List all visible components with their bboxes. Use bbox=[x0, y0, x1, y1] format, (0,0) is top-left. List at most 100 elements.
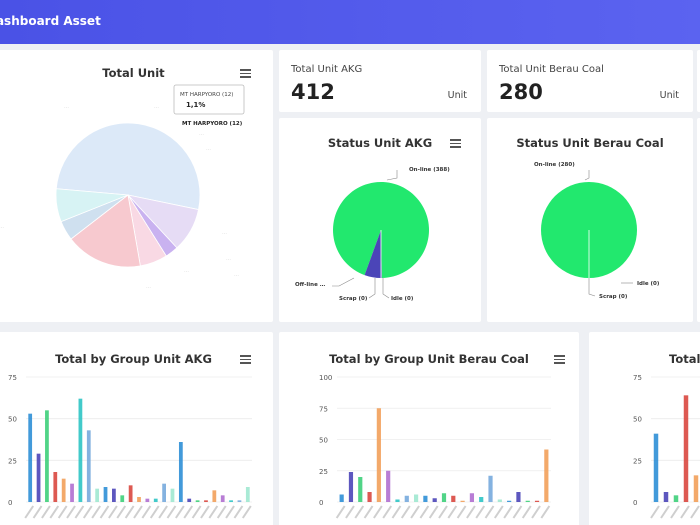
x-tick-label bbox=[149, 505, 160, 519]
bar[interactable] bbox=[86, 430, 91, 502]
bar[interactable] bbox=[525, 500, 530, 502]
bar[interactable] bbox=[61, 478, 66, 502]
bar[interactable] bbox=[112, 488, 116, 502]
x-tick-label bbox=[531, 505, 541, 519]
y-tick-label: 100 bbox=[319, 374, 332, 382]
bar[interactable] bbox=[544, 449, 549, 503]
x-tick-label bbox=[373, 505, 383, 519]
bar[interactable] bbox=[229, 500, 233, 502]
bar[interactable] bbox=[195, 500, 200, 502]
bar[interactable] bbox=[386, 470, 391, 502]
bar[interactable] bbox=[137, 497, 141, 502]
faded-label: … bbox=[234, 272, 239, 278]
bar[interactable] bbox=[507, 500, 512, 502]
x-tick-label bbox=[428, 505, 439, 519]
bar[interactable] bbox=[683, 395, 689, 502]
bar[interactable] bbox=[469, 493, 475, 502]
bar[interactable] bbox=[153, 498, 158, 502]
bar[interactable] bbox=[663, 492, 669, 502]
bar[interactable] bbox=[103, 487, 108, 502]
group-berau-title: Total by Group Unit Berau Coal bbox=[329, 352, 529, 366]
bar[interactable] bbox=[432, 498, 437, 502]
x-tick-label bbox=[74, 505, 85, 519]
bar[interactable] bbox=[693, 475, 699, 502]
bar[interactable] bbox=[653, 433, 659, 502]
group-berau-menu-icon[interactable] bbox=[554, 355, 565, 364]
group-akg-chart: 75 50 25 0 bbox=[8, 374, 252, 519]
bar[interactable] bbox=[395, 499, 400, 503]
bar[interactable] bbox=[245, 487, 250, 502]
bar[interactable] bbox=[212, 490, 217, 502]
bar[interactable] bbox=[170, 488, 175, 502]
pie-slice[interactable] bbox=[364, 230, 382, 278]
bar[interactable] bbox=[367, 492, 372, 502]
x-tick-label bbox=[183, 505, 194, 519]
faded-label: … bbox=[184, 268, 189, 274]
bar[interactable] bbox=[237, 500, 242, 502]
bar[interactable] bbox=[479, 497, 484, 502]
faded-label: … bbox=[154, 104, 159, 110]
bar[interactable] bbox=[128, 485, 133, 502]
pie-slice[interactable] bbox=[55, 188, 129, 223]
x-tick-label bbox=[41, 505, 51, 519]
bar[interactable] bbox=[441, 493, 447, 502]
bar[interactable] bbox=[162, 483, 166, 502]
bar[interactable] bbox=[28, 413, 33, 502]
bar[interactable] bbox=[36, 453, 41, 502]
bar[interactable] bbox=[358, 477, 363, 502]
total-unit-card: Total Unit MT HARPYORO (12) MT HARPYORO … bbox=[0, 50, 273, 322]
x-tick-label bbox=[208, 505, 219, 519]
bar[interactable] bbox=[220, 495, 225, 502]
bar[interactable] bbox=[488, 475, 493, 502]
x-tick-label bbox=[200, 505, 210, 519]
pie-slice[interactable] bbox=[55, 122, 201, 211]
y-tick-label: 25 bbox=[319, 468, 328, 476]
status-akg-menu-icon[interactable] bbox=[450, 139, 461, 148]
y-tick-label: 0 bbox=[8, 499, 12, 507]
x-tick-label bbox=[141, 505, 152, 519]
x-tick-label bbox=[382, 505, 393, 519]
bar[interactable] bbox=[70, 483, 74, 502]
bar[interactable] bbox=[78, 398, 83, 502]
bar[interactable] bbox=[460, 500, 465, 502]
bar[interactable] bbox=[53, 472, 58, 502]
bar[interactable] bbox=[348, 472, 354, 502]
total-unit-menu-icon[interactable] bbox=[240, 69, 251, 78]
pie-slice[interactable] bbox=[332, 182, 429, 278]
bar[interactable] bbox=[497, 499, 502, 503]
x-tick-label bbox=[32, 505, 43, 519]
top-bar: Dashboard Asset bbox=[0, 0, 700, 44]
group-akg-card: Total by Group Unit AKG 75 50 25 0 bbox=[0, 332, 273, 525]
x-tick-label bbox=[66, 505, 76, 519]
x-tick-label bbox=[216, 505, 227, 519]
bar[interactable] bbox=[45, 410, 49, 502]
bar[interactable] bbox=[204, 500, 208, 502]
bar[interactable] bbox=[120, 495, 125, 502]
x-tick-label bbox=[650, 505, 660, 519]
y-tick-label: 50 bbox=[319, 437, 328, 445]
x-tick-label bbox=[233, 505, 244, 519]
bar[interactable] bbox=[339, 494, 344, 503]
bar[interactable] bbox=[145, 498, 150, 502]
group-akg-menu-icon[interactable] bbox=[240, 355, 251, 364]
bar[interactable] bbox=[187, 498, 192, 502]
pie-slice[interactable] bbox=[70, 194, 141, 268]
bar[interactable] bbox=[376, 408, 381, 502]
bar[interactable] bbox=[178, 442, 183, 502]
status-berau-title: Status Unit Berau Coal bbox=[516, 136, 664, 150]
bar[interactable] bbox=[413, 494, 419, 503]
bar[interactable] bbox=[451, 495, 456, 502]
pie-highlight-label: MT HARPYORO (12) bbox=[182, 121, 243, 127]
bar[interactable] bbox=[95, 488, 100, 502]
bar[interactable] bbox=[516, 492, 521, 502]
total-unit-title: Total Unit bbox=[102, 66, 165, 80]
bar[interactable] bbox=[423, 495, 428, 502]
x-tick-label bbox=[456, 505, 467, 519]
faded-labels: … … … … … … … … … … bbox=[0, 104, 239, 290]
bar[interactable] bbox=[534, 500, 540, 502]
bar[interactable] bbox=[673, 495, 679, 502]
bar[interactable] bbox=[404, 495, 409, 502]
stat-berau-label: Total Unit Berau Coal bbox=[499, 64, 604, 75]
x-tick-label bbox=[400, 505, 411, 519]
faded-label: … bbox=[146, 284, 151, 290]
